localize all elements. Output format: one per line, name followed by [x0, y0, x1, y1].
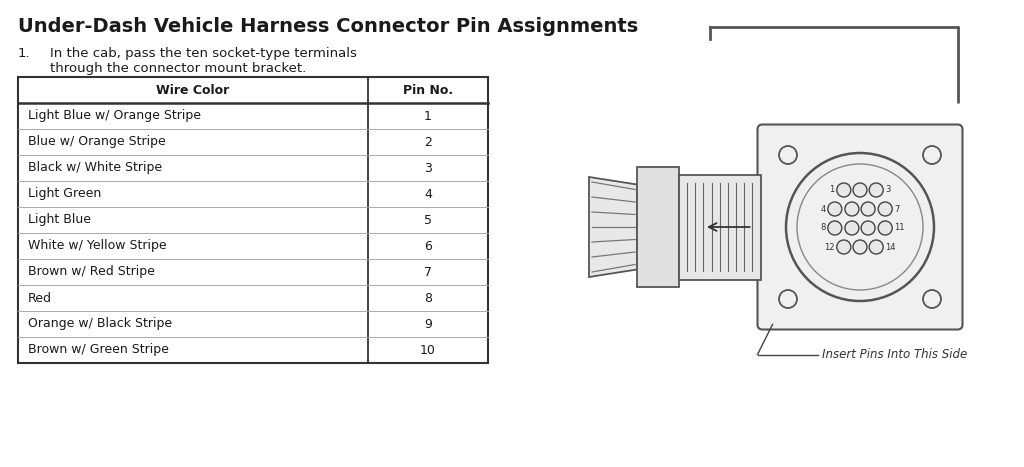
Text: Red: Red	[28, 291, 52, 304]
Text: 4: 4	[820, 205, 825, 213]
Text: Pin No.: Pin No.	[402, 84, 453, 97]
Text: 9: 9	[424, 318, 432, 331]
Text: 6: 6	[424, 240, 432, 253]
Text: Light Green: Light Green	[28, 187, 101, 200]
Text: Light Blue w/ Orange Stripe: Light Blue w/ Orange Stripe	[28, 109, 201, 122]
Circle shape	[827, 221, 842, 235]
Circle shape	[879, 202, 892, 216]
Circle shape	[869, 183, 883, 197]
Circle shape	[853, 240, 867, 254]
Circle shape	[837, 240, 851, 254]
Text: White w/ Yellow Stripe: White w/ Yellow Stripe	[28, 240, 167, 253]
Circle shape	[861, 221, 876, 235]
Text: 7: 7	[424, 266, 432, 278]
Text: Black w/ White Stripe: Black w/ White Stripe	[28, 162, 162, 175]
Circle shape	[837, 183, 851, 197]
Bar	[18, 77, 488, 363]
Circle shape	[879, 221, 892, 235]
Circle shape	[827, 202, 842, 216]
Text: 4: 4	[424, 187, 432, 200]
Text: 12: 12	[824, 242, 835, 252]
Text: 5: 5	[424, 213, 432, 226]
Circle shape	[845, 202, 859, 216]
Text: 14: 14	[885, 242, 896, 252]
Text: In the cab, pass the ten socket-type terminals
through the connector mount brack: In the cab, pass the ten socket-type ter…	[50, 47, 357, 75]
Text: 7: 7	[894, 205, 899, 213]
Text: Brown w/ Red Stripe: Brown w/ Red Stripe	[28, 266, 155, 278]
Circle shape	[869, 240, 883, 254]
Text: Blue w/ Orange Stripe: Blue w/ Orange Stripe	[28, 135, 166, 149]
Text: 2: 2	[424, 135, 432, 149]
Bar	[637, 167, 679, 287]
Text: 10: 10	[420, 344, 436, 356]
Text: 1: 1	[424, 109, 432, 122]
Text: Wire Color: Wire Color	[157, 84, 229, 97]
Text: 11: 11	[894, 224, 904, 233]
Text: Insert Pins Into This Side: Insert Pins Into This Side	[822, 348, 968, 361]
FancyBboxPatch shape	[758, 125, 963, 330]
Text: 8: 8	[820, 224, 825, 233]
Text: Light Blue: Light Blue	[28, 213, 91, 226]
Text: Orange w/ Black Stripe: Orange w/ Black Stripe	[28, 318, 172, 331]
Text: 8: 8	[424, 291, 432, 304]
Polygon shape	[589, 177, 637, 277]
Text: 1: 1	[829, 185, 835, 194]
Circle shape	[861, 202, 876, 216]
Text: Under-Dash Vehicle Harness Connector Pin Assignments: Under-Dash Vehicle Harness Connector Pin…	[18, 17, 638, 36]
Text: 3: 3	[885, 185, 891, 194]
Text: Brown w/ Green Stripe: Brown w/ Green Stripe	[28, 344, 169, 356]
Bar	[679, 175, 761, 280]
Circle shape	[845, 221, 859, 235]
Circle shape	[853, 183, 867, 197]
Text: 3: 3	[424, 162, 432, 175]
Text: 1.: 1.	[18, 47, 31, 60]
